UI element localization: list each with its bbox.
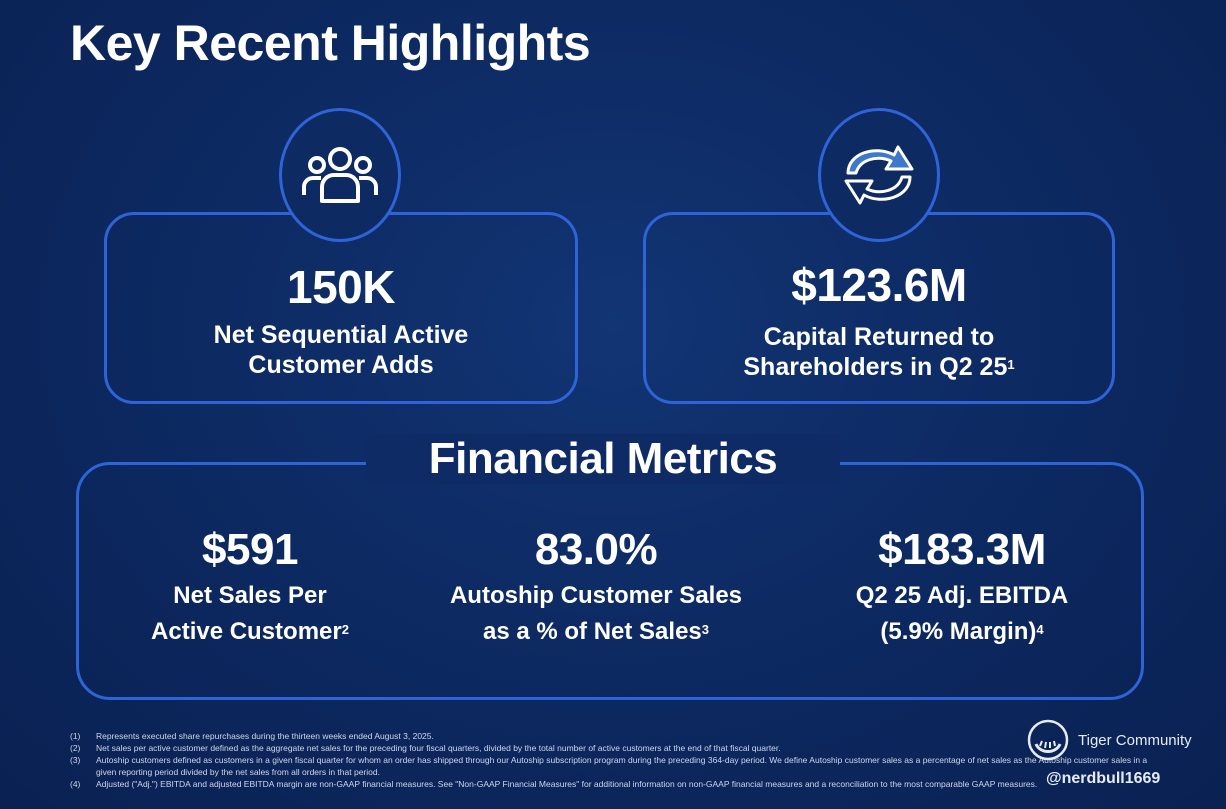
metric-label-line: Active Customer xyxy=(151,618,342,645)
highlight-label-line: Customer Adds xyxy=(248,351,434,379)
footnote-number: (1) xyxy=(70,731,81,741)
footnote-text: Represents executed share repurchases du… xyxy=(96,731,434,741)
metric-value: 83.0% xyxy=(534,525,658,574)
footnote-ref: 2 xyxy=(341,622,349,637)
footnote: (1) Represents executed share repurchase… xyxy=(70,730,1160,742)
highlight-card-active-customers: 150K Net Sequential Active Customer Adds xyxy=(104,212,578,404)
people-group-icon xyxy=(279,108,401,242)
highlight-label-line: Capital Returned to xyxy=(763,323,995,351)
footnote-text: Net sales per active customer defined as… xyxy=(96,743,781,753)
metric-net-sales-per-customer: $591 Net Sales Per Active Customer2 xyxy=(130,525,370,647)
tiger-community-label: Tiger Community xyxy=(1078,731,1192,749)
metric-adj-ebitda: $183.3M Q2 25 Adj. EBITDA (5.9% Margin)4 xyxy=(832,525,1092,647)
highlight-label-line: Shareholders in Q2 25 xyxy=(743,353,1008,381)
metric-value: $591 xyxy=(202,525,298,574)
metric-autoship-sales: 83.0% Autoship Customer Sales as a % of … xyxy=(440,525,752,647)
footnote-text: Autoship customers defined as customers … xyxy=(96,755,1148,777)
footnote-text: Adjusted ("Adj.") EBITDA and adjusted EB… xyxy=(96,779,1038,789)
footnote: (3) Autoship customers defined as custom… xyxy=(70,754,1160,778)
footnote-ref: 1 xyxy=(1007,357,1015,372)
refresh-arrows-icon xyxy=(818,108,940,242)
footnotes: (1) Represents executed share repurchase… xyxy=(70,730,1160,790)
footnote-number: (2) xyxy=(70,743,81,753)
metric-label-line: Q2 25 Adj. EBITDA xyxy=(855,582,1069,609)
footnote: (4) Adjusted ("Adj.") EBITDA and adjuste… xyxy=(70,778,1160,790)
highlight-value: 150K xyxy=(287,261,395,313)
footnote-number: (3) xyxy=(70,755,81,765)
page-title: Key Recent Highlights xyxy=(70,15,591,71)
metric-value: $183.3M xyxy=(878,525,1046,574)
metric-label-line: Autoship Customer Sales xyxy=(449,582,743,609)
footnote-number: (4) xyxy=(70,779,81,789)
highlight-value: $123.6M xyxy=(791,259,967,311)
watermark: @nerdbull1669 xyxy=(1046,770,1161,787)
financial-metrics-title: Financial Metrics xyxy=(366,434,840,484)
tiger-logo-icon xyxy=(1027,719,1069,761)
metric-label-line: (5.9% Margin) xyxy=(880,618,1037,645)
metric-label-line: Net Sales Per xyxy=(173,582,327,609)
footnote-ref: 4 xyxy=(1036,622,1044,637)
footnote-ref: 3 xyxy=(701,622,709,637)
metric-label-line: as a % of Net Sales xyxy=(483,618,702,645)
tiger-community-mark: Tiger Community xyxy=(1026,718,1192,762)
highlight-card-capital-returned: $123.6M Capital Returned to Shareholders… xyxy=(643,212,1115,404)
footnote: (2) Net sales per active customer define… xyxy=(70,742,1160,754)
highlight-label-line: Net Sequential Active xyxy=(213,321,469,349)
